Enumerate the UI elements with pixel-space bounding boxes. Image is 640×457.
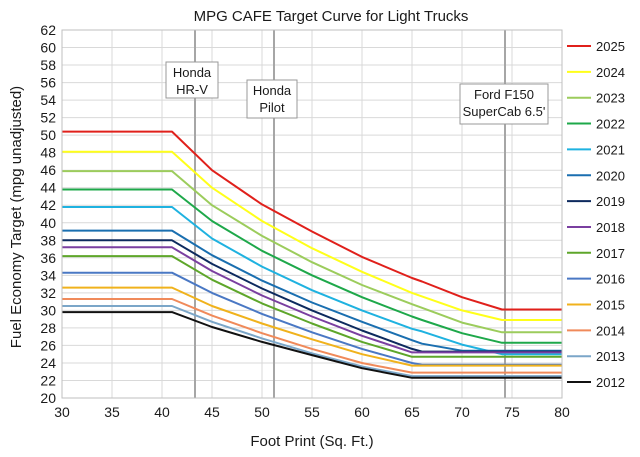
y-tick-label: 56 <box>40 75 56 91</box>
x-tick-label: 75 <box>504 404 520 420</box>
series-line-2024 <box>62 150 562 321</box>
y-tick-label: 28 <box>40 320 56 336</box>
legend-item: 2018 <box>567 220 625 235</box>
series-line-2012 <box>62 311 562 379</box>
series-line-2022 <box>62 188 562 344</box>
x-tick-label: 30 <box>54 404 70 420</box>
legend-label: 2022 <box>596 117 625 132</box>
annotation-box: Ford F150 SuperCab 6.5' <box>459 83 549 125</box>
annotation-text: HR-V <box>176 82 208 97</box>
legend-label: 2023 <box>596 91 625 106</box>
legend-label: 2019 <box>596 194 625 209</box>
x-tick-label: 80 <box>554 404 570 420</box>
annotation-frame <box>246 79 298 119</box>
series-line-2013 <box>62 305 562 378</box>
annotation-box: Honda HR-V <box>165 61 219 99</box>
series-line-2017 <box>62 255 562 358</box>
annotation-text: SuperCab 6.5' <box>463 104 546 119</box>
annotations: Honda HR-V Honda Pilot Ford F150 SuperCab 6.5… <box>165 61 549 125</box>
x-tick-label: 65 <box>404 404 420 420</box>
y-tick-label: 36 <box>40 250 56 266</box>
x-tick-label: 40 <box>154 404 170 420</box>
y-tick-label: 54 <box>40 92 56 108</box>
legend-item: 2019 <box>567 194 625 209</box>
y-tick-label: 20 <box>40 390 56 406</box>
legend-item: 2013 <box>567 349 625 364</box>
y-tick-label: 40 <box>40 215 56 231</box>
chart-title: MPG CAFE Target Curve for Light Trucks <box>194 8 469 25</box>
annotation-text: Ford F150 <box>474 87 534 102</box>
series-line-2014 <box>62 298 562 374</box>
plot-frame <box>61 29 563 399</box>
legend-label: 2012 <box>596 375 625 390</box>
annotation-frame <box>165 61 219 99</box>
y-tick-label: 22 <box>40 372 56 388</box>
legend-item: 2012 <box>567 375 625 390</box>
legend-item: 2017 <box>567 246 625 261</box>
legend-item: 2020 <box>567 168 625 183</box>
y-tick-label: 24 <box>40 355 56 371</box>
series-line-2015 <box>62 286 562 367</box>
x-tick-label: 55 <box>304 404 320 420</box>
legend-label: 2020 <box>596 168 625 183</box>
legend-item: 2023 <box>567 91 625 106</box>
x-tick-label: 70 <box>454 404 470 420</box>
annotation-text: Honda <box>253 83 292 98</box>
legend-item: 2021 <box>567 142 625 157</box>
y-tick-label: 48 <box>40 145 56 161</box>
legend-label: 2016 <box>596 272 625 287</box>
y-tick-label: 34 <box>40 267 56 283</box>
series-line-2023 <box>62 170 562 334</box>
legend-item: 2025 <box>567 39 625 54</box>
legend-item: 2022 <box>567 117 625 132</box>
legend-label: 2021 <box>596 142 625 157</box>
legend-item: 2016 <box>567 272 625 287</box>
y-axis-label: Fuel Economy Target (mpg unadjusted) <box>8 86 25 348</box>
axes <box>61 29 563 399</box>
y-tick-label: 42 <box>40 197 56 213</box>
y-tick-label: 30 <box>40 302 56 318</box>
x-tick-label: 60 <box>354 404 370 420</box>
annotation-box: Honda Pilot <box>246 79 298 119</box>
x-tick-label: 45 <box>204 404 220 420</box>
annotation-text: Honda <box>173 65 212 80</box>
series-line-2025 <box>62 130 562 311</box>
legend-label: 2025 <box>596 39 625 54</box>
annotation-text: Pilot <box>259 100 285 115</box>
series-line-2018 <box>62 246 562 354</box>
x-tick-labels: 30 35 40 45 50 55 60 65 70 75 80 <box>54 404 570 420</box>
y-tick-label: 62 <box>40 22 56 38</box>
y-tick-label: 52 <box>40 110 56 126</box>
y-tick-label: 58 <box>40 57 56 73</box>
legend-item: 2015 <box>567 298 625 313</box>
y-tick-label: 32 <box>40 285 56 301</box>
y-tick-label: 60 <box>40 40 56 56</box>
legend-label: 2014 <box>596 323 625 338</box>
y-tick-label: 26 <box>40 337 56 353</box>
legend-label: 2017 <box>596 246 625 261</box>
x-axis-label: Foot Print (Sq. Ft.) <box>250 433 373 450</box>
annotation-frame <box>459 83 549 125</box>
y-tick-label: 38 <box>40 232 56 248</box>
legend-label: 2024 <box>596 65 625 80</box>
series-line-2021 <box>62 206 562 356</box>
legend-item: 2014 <box>567 323 625 338</box>
y-tick-label: 46 <box>40 162 56 178</box>
legend-label: 2013 <box>596 349 625 364</box>
legend-label: 2018 <box>596 220 625 235</box>
x-tick-label: 35 <box>104 404 120 420</box>
legend-label: 2015 <box>596 298 625 313</box>
legend-item: 2024 <box>567 65 625 80</box>
series-lines <box>62 130 562 379</box>
y-tick-label: 50 <box>40 127 56 143</box>
x-tick-label: 50 <box>254 404 270 420</box>
y-tick-label: 44 <box>40 180 56 196</box>
legend: 2025 2024 2023 2022 2021 2020 2019 2018 2017 2016… <box>567 39 625 390</box>
